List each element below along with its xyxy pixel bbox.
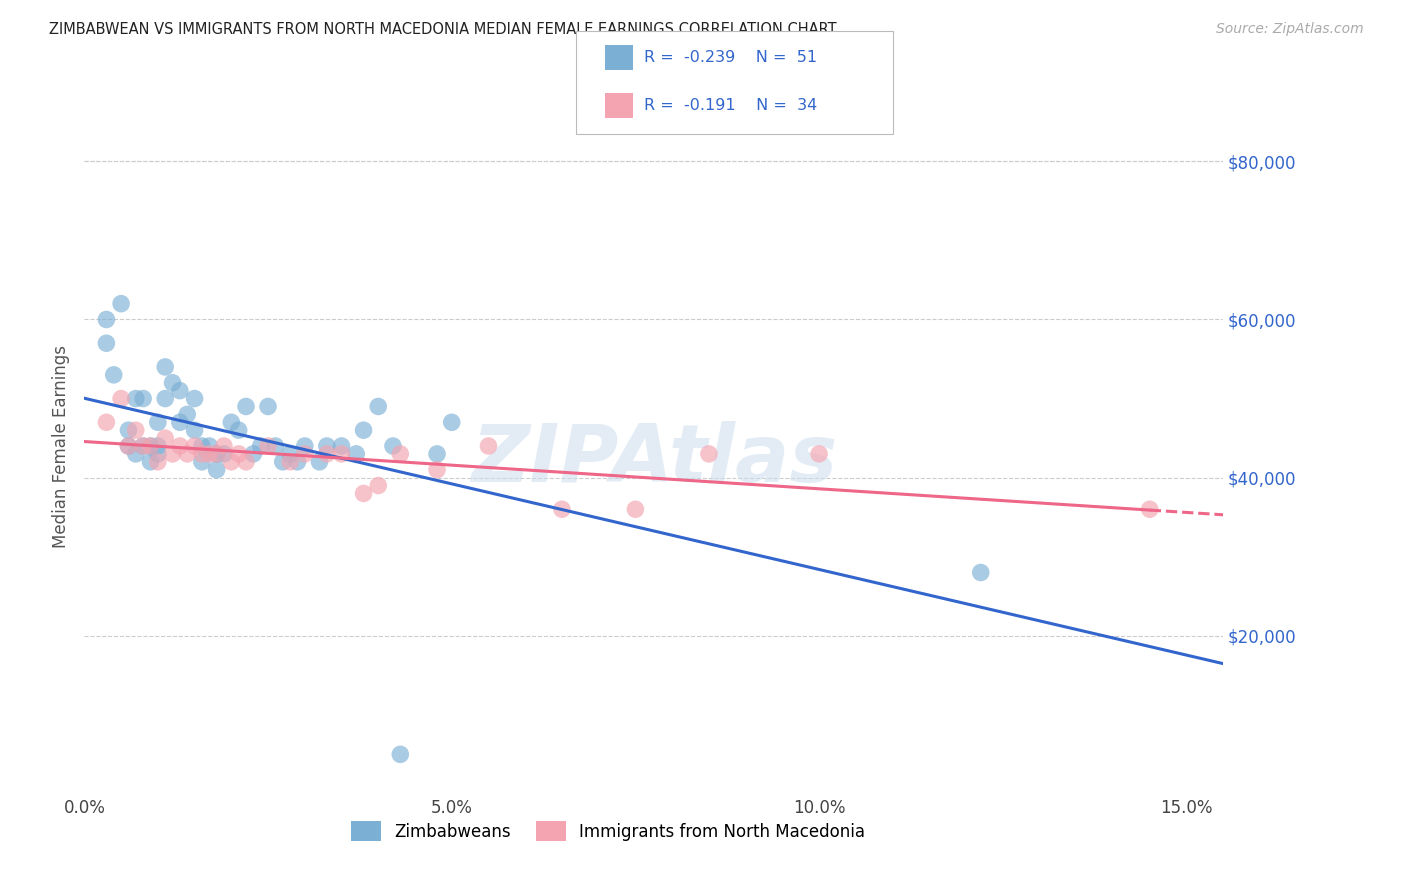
Point bbox=[183, 439, 205, 453]
Text: Source: ZipAtlas.com: Source: ZipAtlas.com bbox=[1216, 22, 1364, 37]
Point bbox=[146, 439, 169, 453]
Text: ZIMBABWEAN VS IMMIGRANTS FROM NORTH MACEDONIA MEDIAN FEMALE EARNINGS CORRELATION: ZIMBABWEAN VS IMMIGRANTS FROM NORTH MACE… bbox=[49, 22, 837, 37]
Point bbox=[477, 439, 499, 453]
Point bbox=[808, 447, 831, 461]
Point bbox=[440, 415, 463, 429]
Point bbox=[353, 423, 375, 437]
Point bbox=[389, 747, 412, 762]
Point bbox=[153, 359, 176, 374]
Point bbox=[344, 447, 367, 461]
Point bbox=[205, 463, 228, 477]
Point bbox=[221, 455, 243, 469]
Point bbox=[389, 447, 412, 461]
Point bbox=[103, 368, 125, 382]
Point bbox=[117, 439, 139, 453]
Point bbox=[169, 384, 191, 398]
Point bbox=[249, 439, 271, 453]
Point bbox=[132, 392, 155, 406]
Point bbox=[117, 423, 139, 437]
Point bbox=[153, 392, 176, 406]
Text: ZIPAtlas: ZIPAtlas bbox=[471, 421, 837, 499]
Point bbox=[228, 447, 250, 461]
Point bbox=[212, 439, 235, 453]
Point bbox=[228, 423, 250, 437]
Point bbox=[278, 447, 301, 461]
Point bbox=[183, 423, 205, 437]
Point bbox=[125, 392, 148, 406]
Point bbox=[970, 566, 993, 580]
Point bbox=[110, 296, 132, 310]
Point bbox=[330, 447, 353, 461]
Point bbox=[264, 439, 287, 453]
Point bbox=[117, 439, 139, 453]
Point bbox=[381, 439, 404, 453]
Point bbox=[624, 502, 647, 516]
Legend: Zimbabweans, Immigrants from North Macedonia: Zimbabweans, Immigrants from North Maced… bbox=[344, 814, 872, 848]
Point bbox=[205, 447, 228, 461]
Point bbox=[169, 439, 191, 453]
Point bbox=[169, 415, 191, 429]
Point bbox=[205, 447, 228, 461]
Point bbox=[1139, 502, 1161, 516]
Point bbox=[353, 486, 375, 500]
Point bbox=[132, 439, 155, 453]
Point bbox=[221, 415, 243, 429]
Point bbox=[191, 439, 214, 453]
Point bbox=[278, 455, 301, 469]
Point bbox=[235, 455, 257, 469]
Point bbox=[697, 447, 720, 461]
Point bbox=[176, 447, 198, 461]
Point bbox=[176, 408, 198, 422]
Point bbox=[235, 400, 257, 414]
Point bbox=[426, 463, 449, 477]
Point bbox=[315, 439, 337, 453]
Point bbox=[212, 447, 235, 461]
Point bbox=[139, 439, 162, 453]
Point bbox=[139, 439, 162, 453]
Point bbox=[191, 447, 214, 461]
Point bbox=[96, 336, 118, 351]
Point bbox=[162, 376, 184, 390]
Point bbox=[139, 455, 162, 469]
Point bbox=[146, 447, 169, 461]
Point bbox=[271, 455, 294, 469]
Point bbox=[146, 415, 169, 429]
Y-axis label: Median Female Earnings: Median Female Earnings bbox=[52, 344, 70, 548]
Point bbox=[315, 447, 337, 461]
Point bbox=[287, 455, 309, 469]
Point bbox=[96, 415, 118, 429]
Point bbox=[198, 439, 221, 453]
Point bbox=[183, 392, 205, 406]
Point bbox=[367, 478, 389, 492]
Text: R =  -0.239    N =  51: R = -0.239 N = 51 bbox=[644, 50, 817, 64]
Point bbox=[294, 447, 316, 461]
Point bbox=[330, 439, 353, 453]
Point bbox=[110, 392, 132, 406]
Point bbox=[257, 439, 280, 453]
Point bbox=[132, 439, 155, 453]
Point bbox=[125, 447, 148, 461]
Point bbox=[426, 447, 449, 461]
Point bbox=[367, 400, 389, 414]
Point bbox=[146, 455, 169, 469]
Point bbox=[257, 400, 280, 414]
Point bbox=[125, 423, 148, 437]
Point bbox=[162, 447, 184, 461]
Point bbox=[294, 439, 316, 453]
Text: R =  -0.191    N =  34: R = -0.191 N = 34 bbox=[644, 98, 817, 112]
Point bbox=[242, 447, 264, 461]
Point bbox=[153, 431, 176, 445]
Point bbox=[308, 455, 330, 469]
Point bbox=[198, 447, 221, 461]
Point bbox=[96, 312, 118, 326]
Point bbox=[191, 455, 214, 469]
Point bbox=[551, 502, 574, 516]
